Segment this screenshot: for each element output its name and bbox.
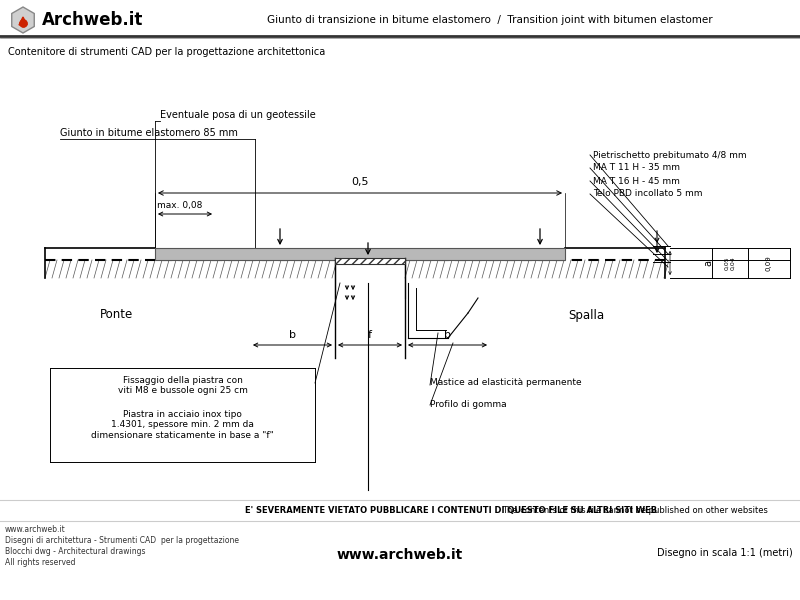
- Text: Spalla: Spalla: [568, 308, 604, 322]
- Text: Profilo di gomma: Profilo di gomma: [430, 400, 506, 409]
- Text: Giunto di transizione in bitume elastomero  /  Transition joint with bitumen ela: Giunto di transizione in bitume elastome…: [267, 15, 713, 25]
- Text: The contents of this file cannot be published on other websites: The contents of this file cannot be publ…: [502, 506, 768, 515]
- Text: Telo PBD incollato 5 mm: Telo PBD incollato 5 mm: [593, 190, 702, 199]
- Text: MA T 16 H - 45 mm: MA T 16 H - 45 mm: [593, 176, 680, 185]
- Text: Mastice ad elasticità permanente: Mastice ad elasticità permanente: [430, 378, 582, 387]
- Text: www.archweb.it: www.archweb.it: [337, 548, 463, 562]
- Text: Ponte: Ponte: [100, 308, 134, 322]
- Text: Eventuale posa di un geotessile: Eventuale posa di un geotessile: [160, 110, 316, 120]
- Text: max. 0,08: max. 0,08: [157, 201, 202, 210]
- Text: 0,05
0,04: 0,05 0,04: [725, 256, 735, 270]
- Text: a: a: [703, 260, 713, 266]
- Text: Disegni di architettura - Strumenti CAD  per la progettazione: Disegni di architettura - Strumenti CAD …: [5, 536, 239, 545]
- Text: Pietrischetto prebitumato 4/8 mm: Pietrischetto prebitumato 4/8 mm: [593, 151, 746, 160]
- Text: Piastra in acciaio inox tipo
1.4301, spessore min. 2 mm da
dimensionare staticam: Piastra in acciaio inox tipo 1.4301, spe…: [91, 410, 274, 440]
- Text: Giunto in bitume elastomero 85 mm: Giunto in bitume elastomero 85 mm: [60, 128, 238, 138]
- Bar: [335, 258, 405, 264]
- Bar: [155, 248, 565, 260]
- Text: Archweb.it: Archweb.it: [42, 11, 143, 29]
- Text: E' SEVERAMENTE VIETATO PUBBLICARE I CONTENUTI DI QUESTO FILE SU ALTRI SITI WEB: E' SEVERAMENTE VIETATO PUBBLICARE I CONT…: [245, 506, 657, 515]
- Text: Blocchi dwg - Architectural drawings: Blocchi dwg - Architectural drawings: [5, 547, 146, 556]
- Text: MA T 11 H - 35 mm: MA T 11 H - 35 mm: [593, 163, 680, 173]
- Text: 0,5: 0,5: [351, 177, 369, 187]
- Text: Contenitore di strumenti CAD per la progettazione architettonica: Contenitore di strumenti CAD per la prog…: [8, 47, 326, 57]
- Text: All rights reserved: All rights reserved: [5, 558, 75, 567]
- Text: Disegno in scala 1:1 (metri): Disegno in scala 1:1 (metri): [658, 548, 793, 558]
- Text: f: f: [368, 330, 372, 340]
- Text: www.archweb.it: www.archweb.it: [5, 525, 66, 534]
- Text: 0,09: 0,09: [766, 255, 772, 271]
- Text: b: b: [289, 330, 296, 340]
- Polygon shape: [19, 17, 27, 25]
- Text: b: b: [444, 330, 451, 340]
- Polygon shape: [12, 7, 34, 33]
- Text: Fissaggio della piastra con
viti M8 e bussole ogni 25 cm: Fissaggio della piastra con viti M8 e bu…: [118, 376, 247, 395]
